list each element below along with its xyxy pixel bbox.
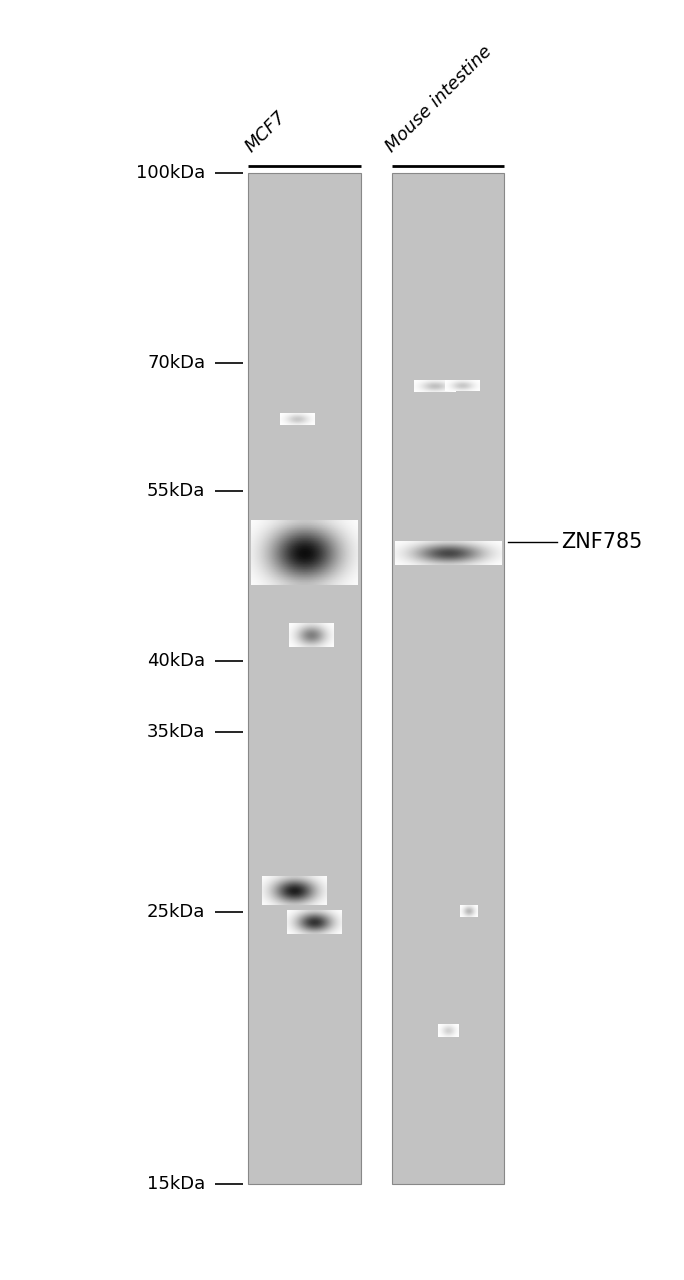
- Text: 15kDa: 15kDa: [147, 1175, 205, 1193]
- Text: 100kDa: 100kDa: [136, 164, 205, 182]
- Text: Mouse intestine: Mouse intestine: [382, 42, 496, 156]
- Text: 40kDa: 40kDa: [147, 653, 205, 671]
- Bar: [248, 173, 360, 1184]
- Text: 55kDa: 55kDa: [147, 483, 205, 500]
- Text: 70kDa: 70kDa: [147, 353, 205, 372]
- Text: 35kDa: 35kDa: [147, 723, 205, 741]
- Bar: [391, 173, 505, 1184]
- Text: MCF7: MCF7: [242, 108, 290, 156]
- Text: 25kDa: 25kDa: [147, 902, 205, 920]
- Text: ZNF785: ZNF785: [561, 532, 642, 552]
